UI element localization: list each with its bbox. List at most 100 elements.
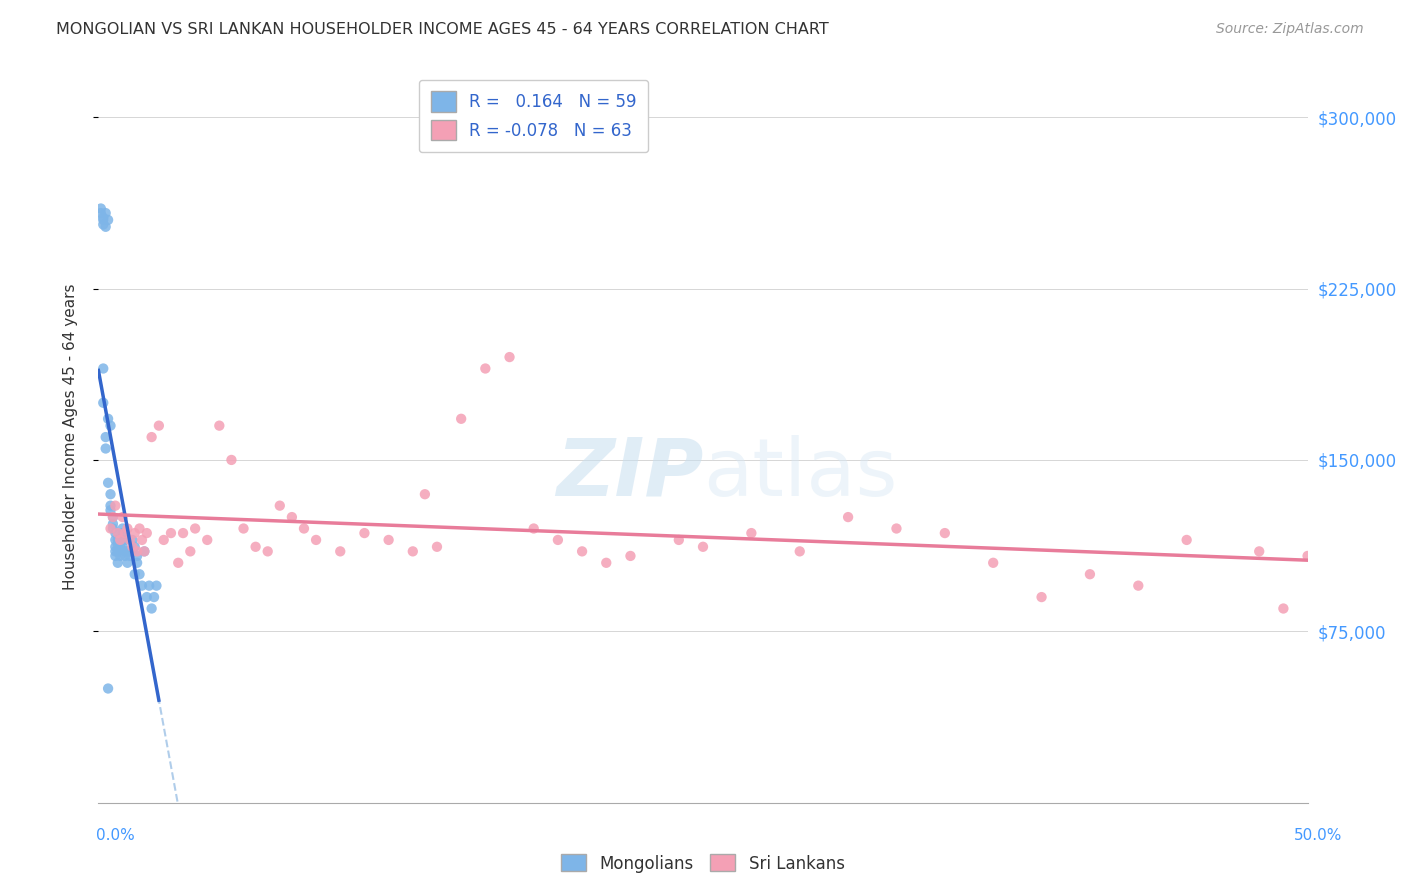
Point xyxy=(934,526,956,541)
Point xyxy=(179,544,201,558)
Point xyxy=(426,540,449,554)
Point xyxy=(195,533,218,547)
Point xyxy=(111,526,134,541)
Text: atlas: atlas xyxy=(703,434,897,513)
Point xyxy=(232,521,254,535)
Point xyxy=(221,453,243,467)
Point xyxy=(184,521,207,535)
Point xyxy=(101,510,124,524)
Point xyxy=(94,442,117,456)
Point xyxy=(256,544,278,558)
Point xyxy=(281,510,304,524)
Text: 0.0%: 0.0% xyxy=(96,828,135,843)
Point xyxy=(141,430,163,444)
Point xyxy=(94,206,117,220)
Point xyxy=(111,540,134,554)
Point xyxy=(1272,601,1295,615)
Point xyxy=(100,521,122,535)
Point xyxy=(148,418,170,433)
Point xyxy=(91,218,114,232)
Point xyxy=(111,521,134,535)
Point xyxy=(547,533,569,547)
Point xyxy=(108,549,131,563)
Point xyxy=(141,601,163,615)
Point xyxy=(292,521,315,535)
Text: MONGOLIAN VS SRI LANKAN HOUSEHOLDER INCOME AGES 45 - 64 YEARS CORRELATION CHART: MONGOLIAN VS SRI LANKAN HOUSEHOLDER INCO… xyxy=(56,22,830,37)
Point xyxy=(789,544,811,558)
Point xyxy=(124,526,146,541)
Point xyxy=(692,540,714,554)
Point xyxy=(145,579,167,593)
Point xyxy=(104,533,127,547)
Point xyxy=(104,549,127,563)
Point xyxy=(269,499,291,513)
Point xyxy=(100,503,122,517)
Point xyxy=(121,533,143,547)
Point xyxy=(127,544,149,558)
Point xyxy=(97,475,120,490)
Point xyxy=(128,567,150,582)
Point xyxy=(117,556,139,570)
Point xyxy=(523,521,546,535)
Point xyxy=(118,544,141,558)
Point xyxy=(571,544,593,558)
Point xyxy=(1175,533,1198,547)
Point xyxy=(117,544,139,558)
Point xyxy=(668,533,690,547)
Point xyxy=(138,579,160,593)
Point xyxy=(90,206,112,220)
Point xyxy=(91,211,114,225)
Point xyxy=(104,526,127,541)
Point xyxy=(94,219,117,234)
Point xyxy=(450,411,472,425)
Point xyxy=(172,526,194,541)
Point xyxy=(167,556,190,570)
Point xyxy=(1078,567,1101,582)
Point xyxy=(128,521,150,535)
Point xyxy=(740,526,762,541)
Point xyxy=(402,544,425,558)
Point xyxy=(97,213,120,227)
Point xyxy=(104,499,127,513)
Point xyxy=(1249,544,1271,558)
Text: Source: ZipAtlas.com: Source: ZipAtlas.com xyxy=(1216,22,1364,37)
Point xyxy=(377,533,399,547)
Legend: R =   0.164   N = 59, R = -0.078   N = 63: R = 0.164 N = 59, R = -0.078 N = 63 xyxy=(419,79,648,152)
Point xyxy=(886,521,908,535)
Point xyxy=(152,533,174,547)
Point xyxy=(329,544,352,558)
Point xyxy=(474,361,496,376)
Point xyxy=(107,526,129,541)
Point xyxy=(135,590,157,604)
Point xyxy=(101,521,124,535)
Point xyxy=(208,418,231,433)
Point xyxy=(107,544,129,558)
Point xyxy=(107,556,129,570)
Point xyxy=(100,418,122,433)
Point xyxy=(107,533,129,547)
Point xyxy=(114,526,136,541)
Point xyxy=(498,350,520,364)
Point xyxy=(245,540,267,554)
Point xyxy=(100,487,122,501)
Point xyxy=(131,533,153,547)
Point xyxy=(111,533,134,547)
Point xyxy=(97,681,120,696)
Point xyxy=(101,510,124,524)
Point xyxy=(111,510,134,524)
Point xyxy=(1296,549,1319,563)
Point xyxy=(595,556,617,570)
Point xyxy=(353,526,375,541)
Point xyxy=(127,549,149,563)
Point xyxy=(124,540,146,554)
Point xyxy=(118,549,141,563)
Point xyxy=(837,510,859,524)
Point xyxy=(131,579,153,593)
Point xyxy=(91,213,114,227)
Point xyxy=(97,411,120,425)
Point xyxy=(114,544,136,558)
Point xyxy=(981,556,1004,570)
Point xyxy=(91,361,114,376)
Point xyxy=(619,549,641,563)
Point xyxy=(100,499,122,513)
